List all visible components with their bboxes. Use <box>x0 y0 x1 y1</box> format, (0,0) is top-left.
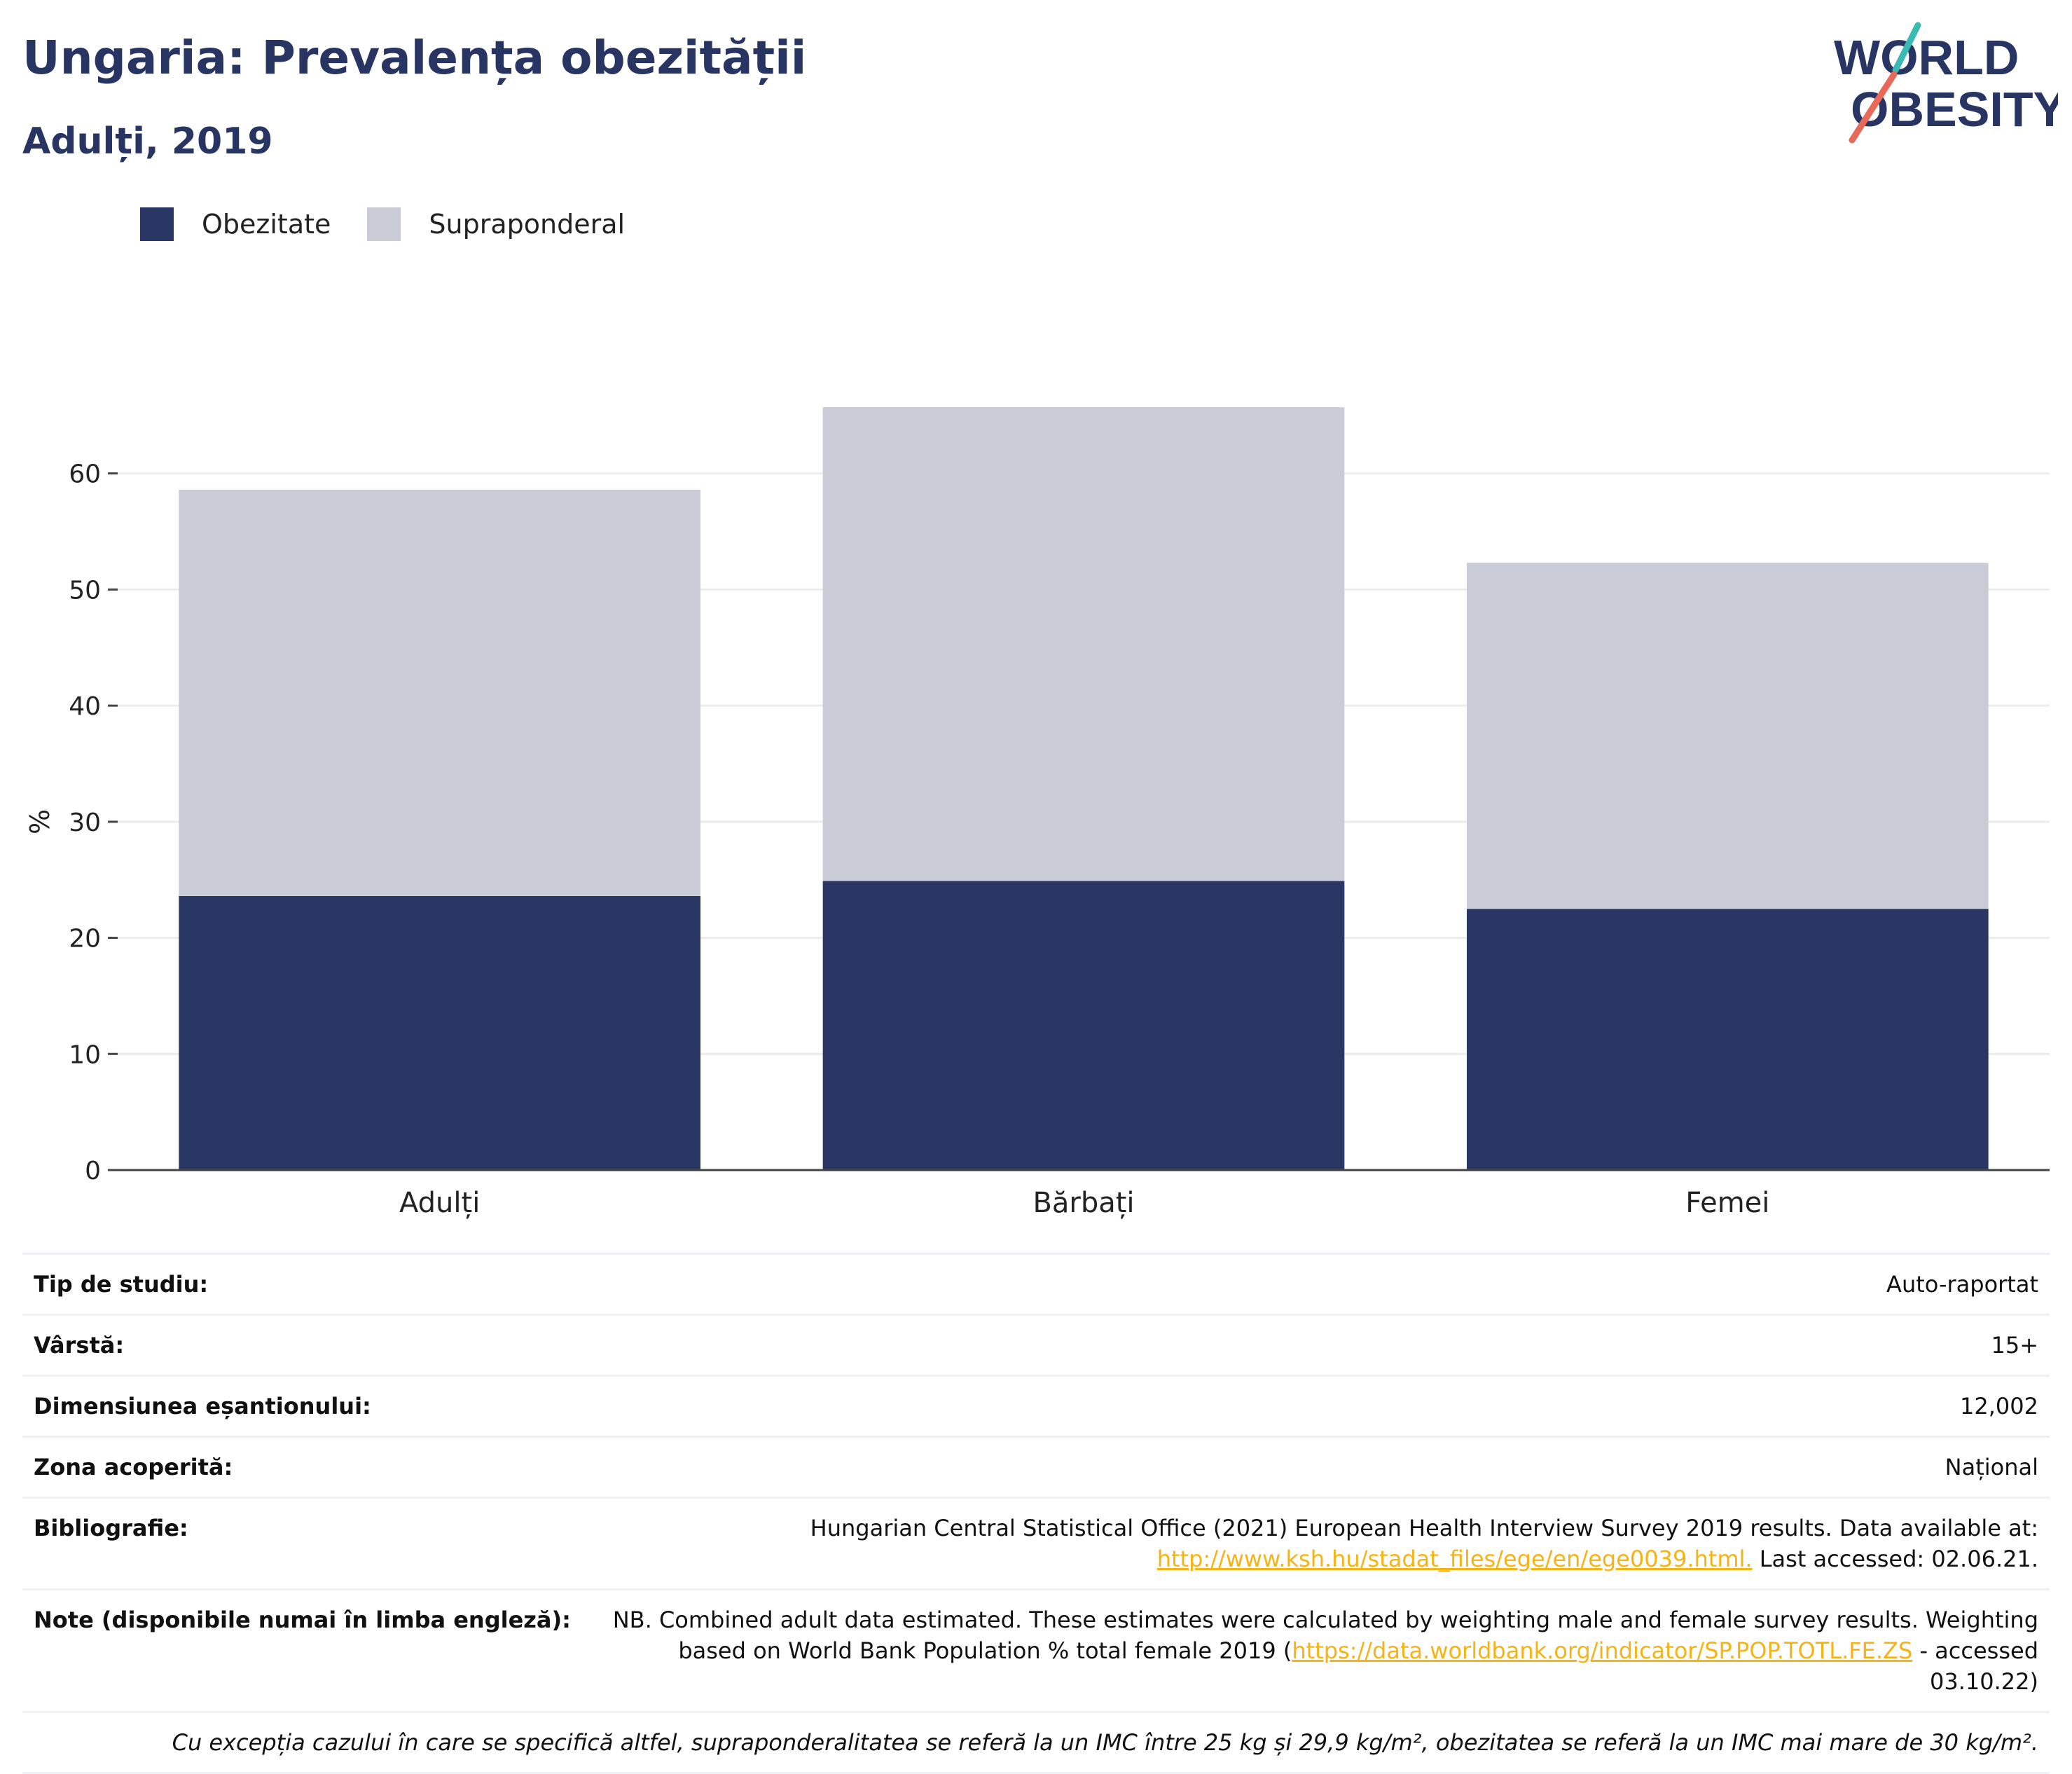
bar-supraponderal-1 <box>822 407 1345 881</box>
bar-obezitate-2 <box>1467 909 1989 1170</box>
info-label: Dimensiunea eșantionului: <box>22 1375 582 1437</box>
info-row-footnote: Cu excepția cazului în care se specifică… <box>22 1711 2050 1774</box>
legend-swatch-supraponderal <box>367 207 401 241</box>
x-tick-label: Adulți <box>399 1187 480 1219</box>
legend-item-supraponderal[interactable]: Supraponderal <box>367 207 625 241</box>
bibliography-value: Hungarian Central Statistical Office (20… <box>581 1497 2050 1590</box>
y-tick-label: 60 <box>69 460 101 489</box>
bar-obezitate-0 <box>179 895 700 1170</box>
info-label: Zona acoperită: <box>22 1436 582 1498</box>
y-tick-label: 30 <box>69 809 101 837</box>
notes-link[interactable]: https://data.worldbank.org/indicator/SP.… <box>1292 1637 1913 1664</box>
bar-supraponderal-0 <box>179 489 700 896</box>
bar-obezitate-1 <box>822 881 1345 1170</box>
bibliography-text: Hungarian Central Statistical Office (20… <box>810 1515 2038 1541</box>
legend-item-obezitate[interactable]: Obezitate <box>140 207 331 241</box>
y-tick-label: 20 <box>69 925 101 954</box>
info-label: Tip de studiu: <box>22 1253 582 1315</box>
legend-label: Obezitate <box>202 209 331 240</box>
y-tick-label: 10 <box>69 1040 101 1069</box>
y-tick-label: 40 <box>69 692 101 721</box>
notes-accessed: - accessed 03.10.22) <box>1912 1637 2038 1695</box>
study-info-table: Tip de studiu: Auto-raportat Vârstă: 15+… <box>22 1253 2050 1774</box>
info-row-bibliography: Bibliografie: Hungarian Central Statisti… <box>22 1497 2050 1590</box>
notes-value: NB. Combined adult data estimated. These… <box>581 1588 2050 1712</box>
info-value: Național <box>581 1436 2050 1498</box>
info-label: Bibliografie: <box>22 1497 582 1590</box>
logo-line1: WORLD <box>1834 30 2019 85</box>
stacked-bar-chart: 0 10 20 30 40 50 60% Adulți Bărbați Femei <box>25 407 2050 1219</box>
bibliography-link[interactable]: http://www.ksh.hu/stadat_files/ege/en/eg… <box>1156 1546 1753 1572</box>
info-row-notes: Note (disponibile numai în limba engleză… <box>22 1588 2050 1712</box>
notes-text: NB. Combined adult data estimated. These… <box>612 1607 2038 1664</box>
info-label: Vârstă: <box>22 1314 582 1376</box>
y-axis-label: % <box>25 809 55 834</box>
chart-subtitle: Adulți, 2019 <box>22 121 273 163</box>
info-row: Dimensiunea eșantionului: 12,002 <box>22 1375 2050 1437</box>
x-tick-label: Bărbați <box>1032 1187 1134 1219</box>
bar-supraponderal-2 <box>1467 563 1989 909</box>
info-value: 12,002 <box>581 1375 2050 1437</box>
chart-title: Ungaria: Prevalența obezității <box>22 31 807 85</box>
axes: 0 10 20 30 40 50 60% Adulți Bărbați Femei <box>25 460 2050 1219</box>
chart-legend: Obezitate Supraponderal <box>140 207 661 241</box>
info-value: 15+ <box>581 1314 2050 1376</box>
info-value: Auto-raportat <box>581 1253 2050 1315</box>
legend-swatch-obezitate <box>140 207 174 241</box>
info-label: Note (disponibile numai în limba engleză… <box>22 1588 582 1712</box>
info-row: Tip de studiu: Auto-raportat <box>22 1253 2050 1315</box>
bibliography-accessed: Last accessed: 02.06.21. <box>1752 1546 2038 1572</box>
x-tick-label: Femei <box>1685 1187 1769 1219</box>
y-tick-label: 50 <box>69 576 101 605</box>
bars <box>179 407 1989 1170</box>
y-tick-label: 0 <box>85 1157 101 1185</box>
world-obesity-logo: WORLD OBESITY <box>1834 22 2058 144</box>
footnote-text: Cu excepția cazului în care se specifică… <box>22 1711 2050 1774</box>
info-row: Vârstă: 15+ <box>22 1314 2050 1376</box>
info-row: Zona acoperită: Național <box>22 1436 2050 1498</box>
legend-label: Supraponderal <box>429 209 626 240</box>
